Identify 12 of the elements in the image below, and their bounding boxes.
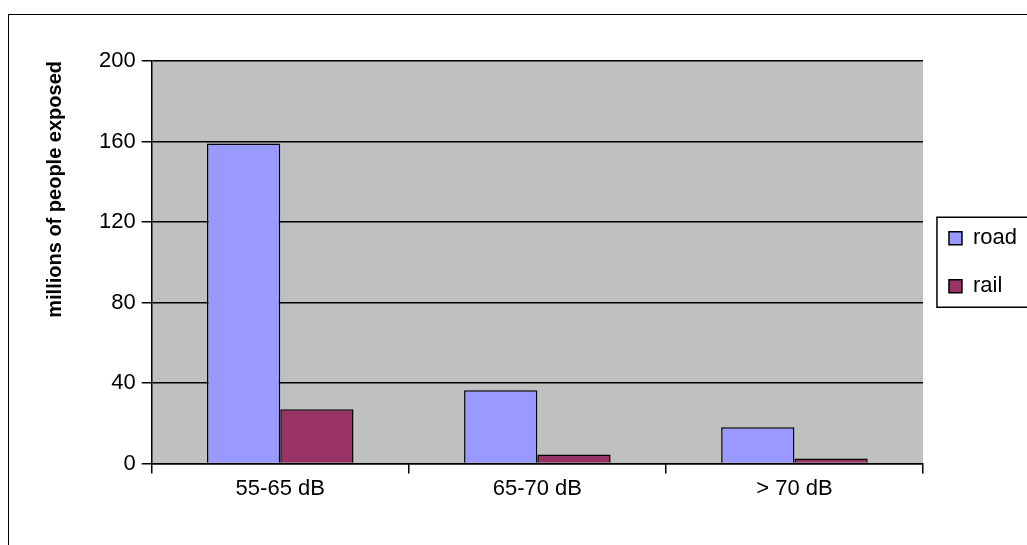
y-tick-label: 40: [111, 369, 136, 395]
y-tick-label: 0: [123, 449, 136, 475]
legend-label: road: [972, 224, 1018, 250]
y-tick-label: 160: [98, 127, 136, 153]
x-tick-label: 55-65 dB: [235, 474, 325, 500]
y-tick-label: 200: [98, 47, 136, 73]
x-tick-label: 65-70 dB: [492, 474, 582, 500]
y-tick-label: 80: [111, 288, 136, 314]
y-axis-title: millions of people exposed: [42, 61, 65, 318]
y-tick-label: 120: [98, 208, 136, 234]
legend-label: rail: [972, 272, 1003, 298]
x-tick-label: > 70 dB: [756, 474, 833, 500]
